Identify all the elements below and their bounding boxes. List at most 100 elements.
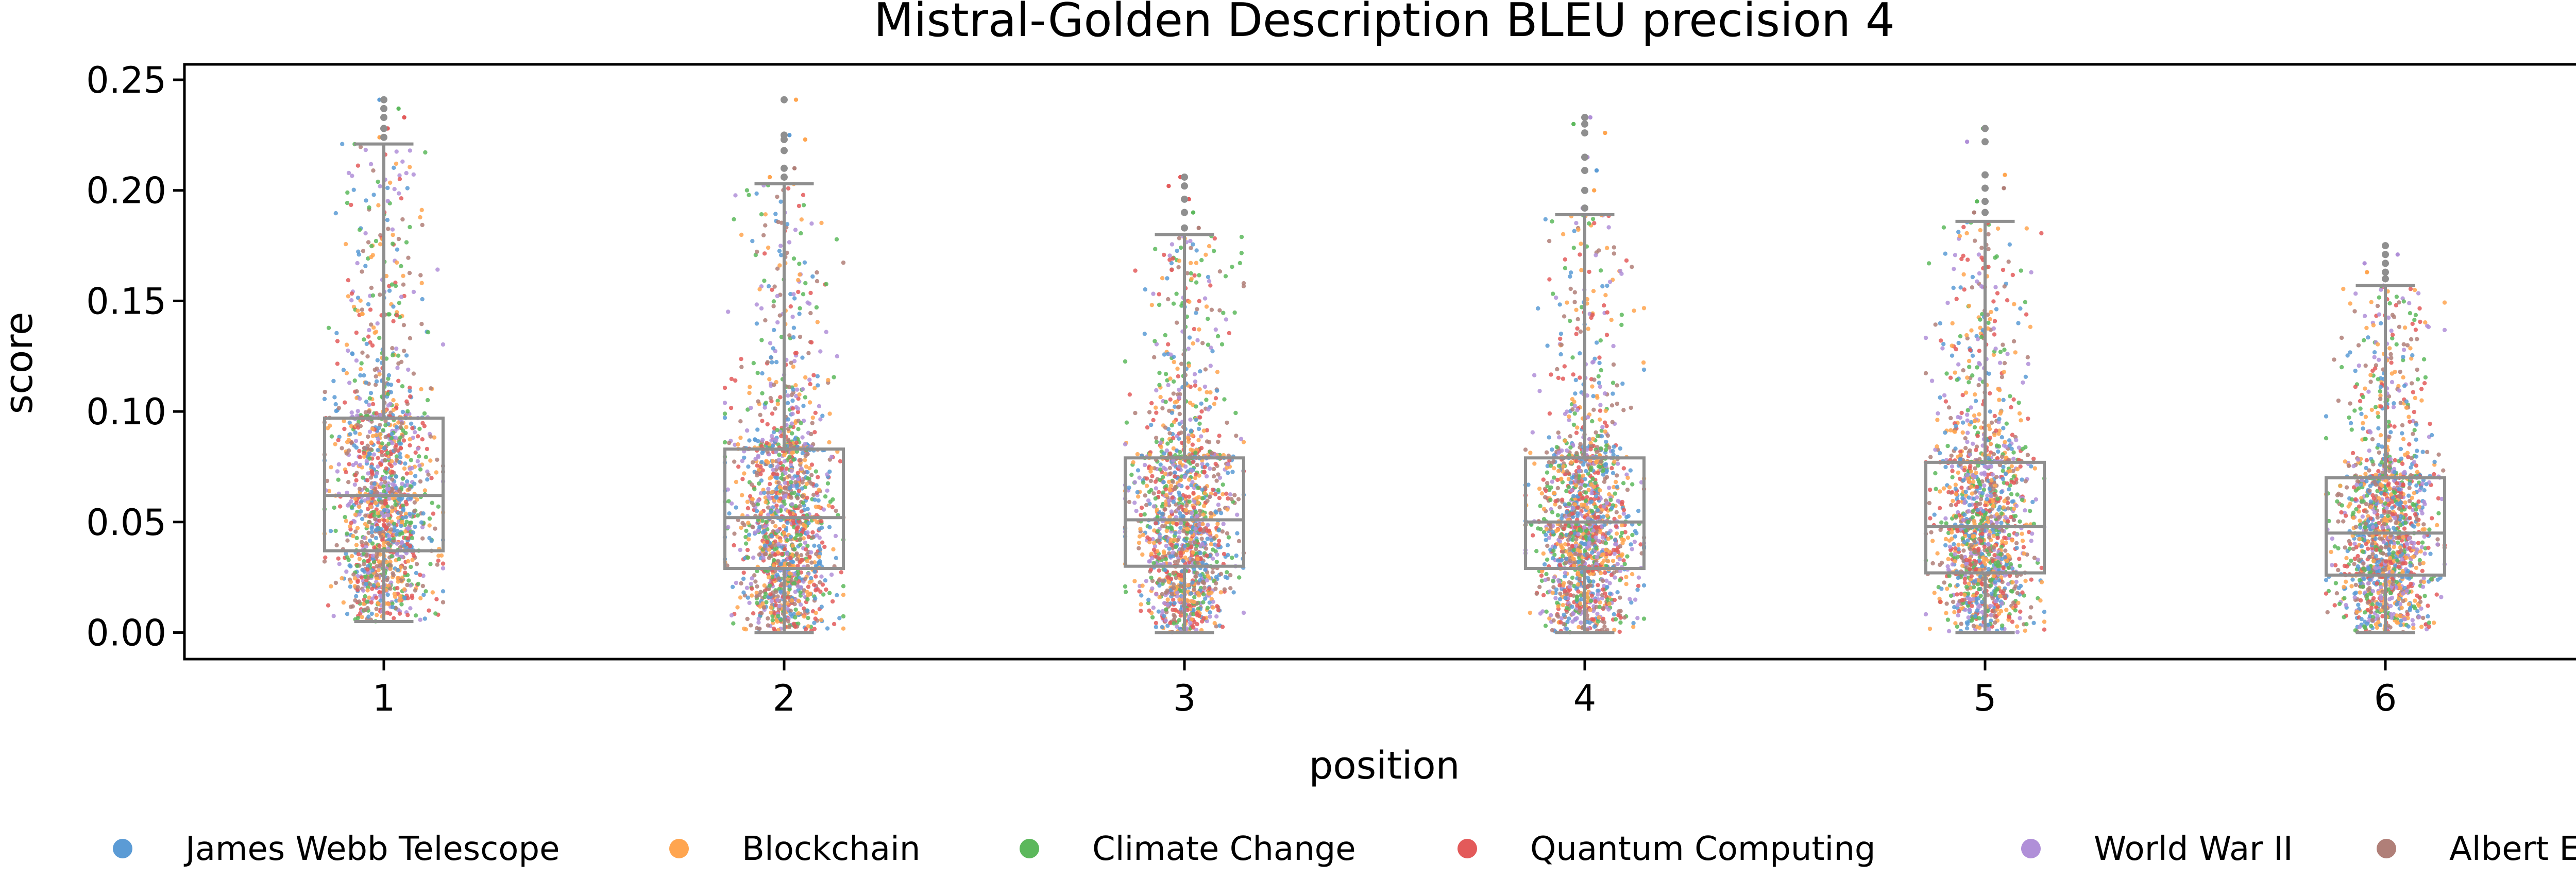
strip-point bbox=[773, 553, 777, 557]
strip-point bbox=[1216, 488, 1221, 492]
strip-point bbox=[754, 191, 759, 196]
strip-point bbox=[1171, 499, 1176, 504]
strip-point bbox=[393, 284, 398, 288]
strip-point bbox=[827, 525, 832, 529]
strip-point bbox=[1182, 544, 1187, 549]
strip-point bbox=[1168, 451, 1173, 456]
strip-point bbox=[1151, 291, 1156, 296]
strip-point bbox=[375, 366, 379, 371]
strip-point bbox=[1592, 221, 1597, 226]
strip-point bbox=[1597, 360, 1602, 366]
strip-point bbox=[1230, 555, 1234, 560]
strip-point bbox=[794, 393, 799, 399]
strip-point bbox=[774, 360, 779, 365]
strip-point bbox=[1611, 391, 1615, 396]
strip-point bbox=[392, 187, 397, 192]
strip-point bbox=[786, 393, 790, 398]
strip-point bbox=[805, 507, 810, 511]
strip-point bbox=[793, 383, 798, 388]
strip-point bbox=[378, 444, 383, 449]
strip-point bbox=[419, 520, 424, 525]
strip-point bbox=[1210, 570, 1215, 575]
strip-point bbox=[1216, 472, 1221, 477]
strip-point bbox=[782, 453, 787, 458]
strip-point bbox=[1154, 439, 1159, 444]
strip-point bbox=[341, 600, 346, 605]
strip-point bbox=[760, 371, 765, 376]
strip-point bbox=[795, 471, 801, 475]
strip-point bbox=[348, 524, 352, 529]
strip-point bbox=[794, 387, 800, 392]
strip-point bbox=[809, 462, 815, 467]
strip-point bbox=[415, 513, 420, 518]
strip-point bbox=[410, 558, 415, 562]
strip-point bbox=[378, 552, 383, 557]
strip-point bbox=[403, 461, 408, 466]
strip-point bbox=[757, 552, 762, 557]
strip-point bbox=[360, 516, 365, 521]
strip-point bbox=[1158, 477, 1162, 482]
strip-point bbox=[1162, 601, 1167, 606]
strip-point bbox=[360, 441, 364, 445]
strip-point bbox=[322, 559, 327, 564]
strip-point bbox=[811, 582, 817, 587]
strip-point bbox=[409, 458, 413, 462]
strip-point bbox=[425, 398, 430, 403]
strip-point bbox=[352, 443, 357, 448]
strip-point bbox=[413, 524, 417, 529]
strip-point bbox=[1195, 557, 1200, 561]
strip-point bbox=[1157, 583, 1162, 588]
strip-point bbox=[1617, 514, 1622, 519]
strip-point bbox=[1197, 299, 1201, 303]
strip-point bbox=[1176, 559, 1181, 563]
strip-point bbox=[440, 342, 446, 347]
strip-point bbox=[755, 427, 760, 432]
strip-point bbox=[1241, 610, 1246, 615]
strip-point bbox=[778, 244, 783, 248]
strip-point bbox=[736, 442, 740, 447]
strip-point bbox=[772, 284, 777, 289]
strip-point bbox=[799, 217, 804, 222]
strip-point bbox=[1177, 482, 1182, 488]
strip-point bbox=[1193, 476, 1198, 480]
strip-point bbox=[376, 511, 380, 515]
strip-point bbox=[365, 524, 370, 529]
strip-point bbox=[419, 322, 424, 326]
strip-point bbox=[734, 479, 739, 485]
strip-point bbox=[1216, 503, 1221, 507]
strip-point bbox=[401, 507, 405, 511]
strip-point bbox=[787, 474, 792, 478]
strip-point bbox=[1561, 376, 1566, 381]
strip-point bbox=[755, 568, 759, 574]
strip-point bbox=[409, 564, 413, 570]
strip-point bbox=[1570, 619, 1575, 624]
strip-point bbox=[813, 596, 818, 601]
strip-point bbox=[753, 438, 757, 442]
strip-point bbox=[370, 471, 375, 475]
strip-point bbox=[1143, 287, 1147, 292]
strip-point bbox=[397, 611, 402, 616]
strip-point bbox=[1147, 608, 1151, 613]
strip-point bbox=[398, 510, 403, 515]
strip-point bbox=[360, 312, 364, 317]
strip-point bbox=[793, 351, 798, 356]
strip-point bbox=[789, 460, 793, 464]
strip-point bbox=[376, 437, 381, 442]
strip-point bbox=[1189, 530, 1194, 535]
strip-point bbox=[817, 560, 821, 565]
strip-point bbox=[778, 562, 783, 566]
strip-point bbox=[809, 576, 814, 581]
strip-point bbox=[1205, 498, 1210, 503]
strip-point bbox=[1187, 335, 1192, 340]
strip-point bbox=[1161, 578, 1165, 583]
strip-point bbox=[774, 495, 779, 500]
strip-point bbox=[1151, 541, 1156, 545]
strip-point bbox=[1574, 221, 1579, 226]
strip-point bbox=[787, 385, 791, 389]
strip-point bbox=[358, 462, 363, 467]
strip-point bbox=[722, 401, 727, 405]
strip-point bbox=[1625, 487, 1630, 492]
strip-point bbox=[333, 528, 338, 533]
strip-point bbox=[365, 478, 370, 482]
